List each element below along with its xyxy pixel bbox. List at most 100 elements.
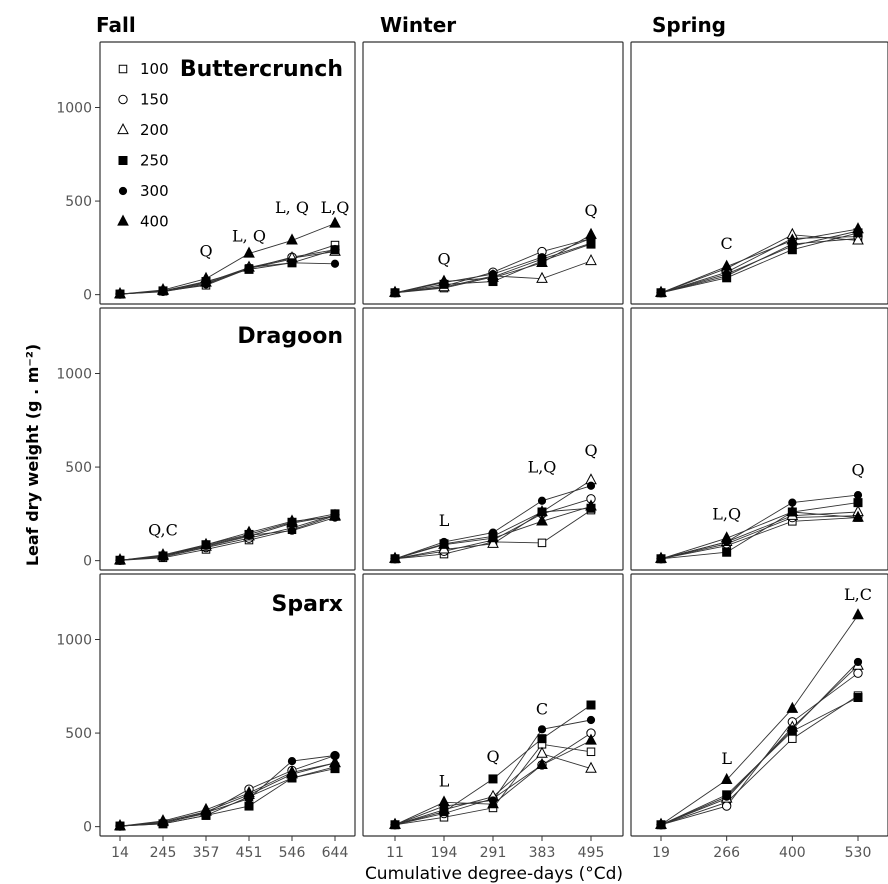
panel-dragoon-fall: Q,C: [99, 307, 356, 571]
data-point-200: [585, 253, 597, 266]
data-point-250: [722, 547, 732, 557]
series-line-300: [660, 661, 859, 826]
data-point-400: [329, 756, 341, 768]
series-line-200: [119, 251, 336, 295]
data-point-400: [720, 531, 733, 543]
data-point-400: [157, 283, 169, 295]
season-title-spring: Spring: [652, 13, 726, 37]
legend-label: 150: [140, 91, 169, 109]
panel-sparx-fall: [99, 573, 356, 837]
x-tick-label: 644: [322, 845, 349, 861]
data-point-400: [655, 551, 667, 563]
data-point-400: [786, 233, 799, 245]
data-point-400: [655, 817, 667, 829]
x-tick-label: 245: [150, 845, 177, 861]
data-point-400: [389, 817, 401, 829]
series-line-400: [119, 516, 336, 561]
data-point-200: [487, 536, 499, 548]
data-point-400: [786, 701, 799, 713]
data-point-400: [438, 274, 450, 286]
data-point-150: [853, 668, 863, 678]
data-point-400: [852, 222, 864, 234]
data-point-400: [329, 216, 341, 228]
data-point-400: [487, 531, 499, 543]
data-point-400: [243, 785, 255, 798]
y-tick-label: 0: [83, 820, 92, 836]
data-point-250: [537, 734, 547, 744]
series-line-300: [119, 262, 336, 295]
data-point-100: [788, 734, 797, 743]
x-tick-label: 530: [845, 845, 872, 861]
series-line-400: [660, 511, 859, 560]
data-point-400: [852, 608, 864, 620]
significance-label: Q: [437, 250, 450, 269]
data-point-200: [536, 746, 548, 758]
y-tick-label: 1000: [56, 633, 92, 649]
legend-marker-200: [117, 123, 129, 135]
data-point-400: [389, 551, 401, 563]
data-point-200: [585, 761, 597, 773]
data-point-400: [200, 802, 212, 814]
data-point-250: [330, 245, 340, 255]
series-line-300: [660, 230, 859, 294]
data-point-400: [536, 757, 548, 769]
series-line-250: [660, 697, 859, 826]
x-tick-label: 495: [578, 845, 605, 861]
data-point-400: [243, 246, 255, 258]
significance-label: C: [536, 699, 548, 718]
series-line-300: [660, 494, 859, 560]
y-tick-label: 500: [65, 726, 92, 742]
series-line-100: [660, 517, 859, 560]
series-line-250: [660, 502, 859, 560]
x-tick-label: 14: [111, 845, 129, 861]
panel-buttercrunch-fall: Q L, Q L, Q L,Q: [99, 41, 356, 305]
data-point-400: [536, 255, 548, 267]
significance-label: L: [439, 771, 450, 790]
data-point-300: [722, 792, 731, 801]
data-point-300: [853, 491, 863, 500]
data-point-400: [114, 287, 126, 299]
x-axis-title: Cumulative degree-days (°Cd): [365, 864, 623, 884]
panel-buttercrunch-winter: QQ: [362, 41, 624, 305]
legend-marker-400: [117, 214, 129, 226]
panel-frame: [630, 41, 888, 305]
data-point-400: [114, 553, 126, 565]
data-point-400: [536, 514, 548, 526]
series-line-400: [660, 614, 859, 826]
cultivar-label-buttercrunch: Buttercrunch: [180, 57, 343, 82]
panel-buttercrunch-spring: C: [630, 41, 888, 305]
significance-label: Q: [851, 460, 864, 479]
panel-sparx-winter: L Q C: [362, 573, 624, 837]
cultivar-label-sparx: Sparx: [272, 592, 343, 617]
x-tick-label: 11: [386, 845, 404, 861]
significance-label: L,Q: [321, 198, 350, 217]
data-point-300: [853, 657, 863, 667]
series-line-400: [119, 223, 336, 295]
significance-label: L, Q: [232, 226, 266, 245]
legend-label: 100: [140, 60, 169, 78]
significance-label: Q,C: [148, 520, 178, 539]
series-line-100: [119, 244, 336, 295]
data-point-300: [330, 259, 340, 268]
data-point-300: [722, 269, 731, 279]
legend-label: 400: [140, 213, 169, 231]
data-point-400: [487, 797, 499, 809]
series-line-300: [119, 755, 336, 827]
significance-label: C: [721, 234, 733, 253]
data-point-300: [537, 725, 547, 734]
significance-label: L,C: [844, 585, 872, 604]
season-title-fall: Fall: [96, 13, 136, 37]
legend-label: 300: [140, 182, 169, 200]
panel-frame: [99, 573, 356, 837]
data-point-250: [244, 801, 254, 811]
series-line-150: [660, 672, 859, 826]
data-point-400: [585, 733, 597, 745]
season-title-winter: Winter: [380, 13, 456, 37]
data-point-400: [438, 537, 450, 549]
data-point-400: [286, 765, 298, 777]
x-tick-label: 194: [431, 845, 458, 861]
data-point-400: [286, 514, 298, 526]
y-axis-title: Leaf dry weight (g . m⁻²): [23, 344, 42, 566]
y-tick-label: 500: [65, 194, 92, 210]
